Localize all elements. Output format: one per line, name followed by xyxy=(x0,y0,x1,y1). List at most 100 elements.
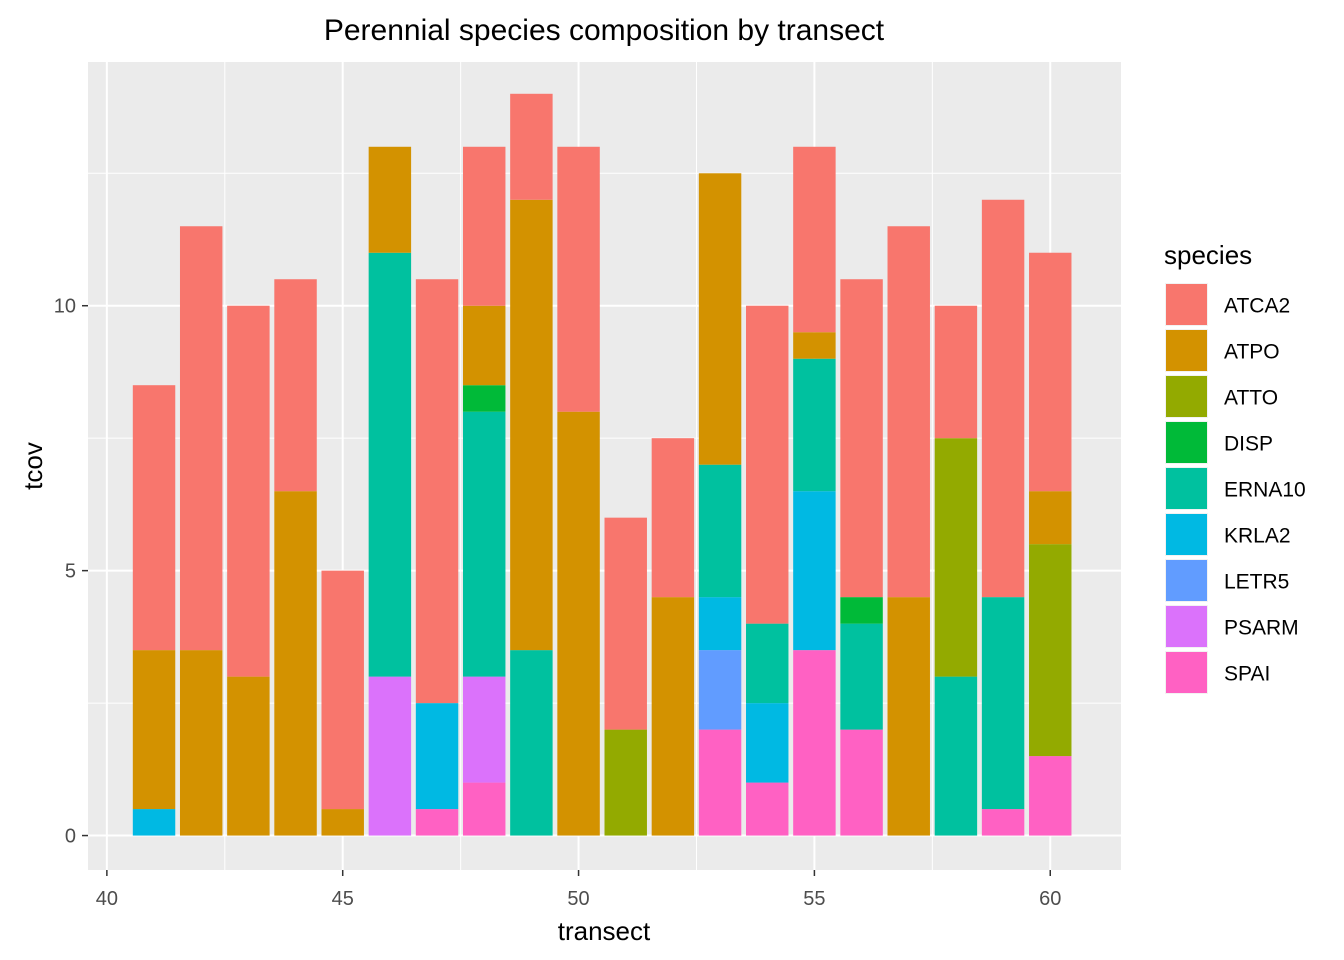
bar-segment-atpo xyxy=(557,411,600,836)
legend-label: ATCA2 xyxy=(1224,295,1290,318)
legend-label: KRLA2 xyxy=(1224,525,1291,548)
legend-swatch xyxy=(1166,376,1207,417)
bar-segment-spai xyxy=(746,782,789,836)
bar-segment-atca2 xyxy=(227,305,270,677)
bar-transect-46 xyxy=(368,146,412,836)
x-tick-label: 50 xyxy=(567,888,589,910)
bar-segment-atpo xyxy=(321,809,364,836)
legend-item-letr5: LETR5 xyxy=(1165,559,1289,602)
x-axis-ticks: 40 45 50 55 60 xyxy=(96,870,1061,910)
x-axis-title: transect xyxy=(558,916,651,946)
bar-segment-atto xyxy=(934,438,978,677)
bar-transect-50 xyxy=(557,146,600,836)
bar-transect-49 xyxy=(510,93,553,836)
legend-swatch xyxy=(1166,284,1207,325)
y-axis-title: tcov xyxy=(18,442,48,490)
legend-swatch xyxy=(1166,606,1207,647)
y-tick-label: 10 xyxy=(54,296,76,318)
bar-segment-atca2 xyxy=(321,570,364,810)
chart-title: Perennial species composition by transec… xyxy=(324,14,885,47)
bar-segment-atca2 xyxy=(793,146,836,333)
x-tick-label: 40 xyxy=(96,888,118,910)
bar-segment-atto xyxy=(1029,544,1072,757)
legend-swatch xyxy=(1166,422,1207,463)
legend-label: PSARM xyxy=(1224,617,1299,640)
x-tick-label: 55 xyxy=(803,888,825,910)
bar-transect-60 xyxy=(1029,252,1072,836)
legend-swatch xyxy=(1166,514,1207,555)
bar-segment-spai xyxy=(793,650,836,836)
bar-transect-47 xyxy=(415,279,459,836)
bar-segment-atpo xyxy=(887,597,930,836)
bar-segment-disp xyxy=(462,385,506,412)
legend-label: ATPO xyxy=(1224,341,1280,364)
bar-transect-53 xyxy=(698,173,742,836)
x-tick-label: 45 xyxy=(332,888,354,910)
bar-segment-letr5 xyxy=(698,650,742,730)
bar-segment-erna10 xyxy=(462,411,506,677)
bar-segment-atpo xyxy=(651,597,695,836)
bar-segment-erna10 xyxy=(793,358,836,492)
bar-transect-55 xyxy=(793,146,836,836)
bar-transect-54 xyxy=(746,305,789,836)
legend-item-spai: SPAI xyxy=(1165,651,1270,694)
bar-transect-48 xyxy=(462,146,506,836)
bar-segment-atpo xyxy=(510,199,553,651)
legend-label: ERNA10 xyxy=(1224,479,1306,502)
bar-transect-51 xyxy=(604,517,647,836)
bar-segment-krla2 xyxy=(415,703,459,810)
legend-label: SPAI xyxy=(1224,663,1270,686)
y-tick-label: 5 xyxy=(65,561,76,583)
bar-segment-erna10 xyxy=(981,597,1025,810)
bar-segment-psarm xyxy=(462,676,506,783)
bar-transect-58 xyxy=(934,305,978,836)
legend-swatch xyxy=(1166,560,1207,601)
bar-segment-spai xyxy=(462,782,506,836)
bar-transect-56 xyxy=(840,279,883,836)
bar-segment-krla2 xyxy=(698,597,742,651)
bar-transect-42 xyxy=(179,226,223,836)
bar-segment-erna10 xyxy=(698,464,742,598)
legend-item-atto: ATTO xyxy=(1165,375,1278,418)
bar-segment-atca2 xyxy=(510,93,553,200)
y-tick-label: 0 xyxy=(65,826,76,848)
bar-segment-spai xyxy=(840,729,883,836)
bar-segment-atca2 xyxy=(934,305,978,439)
bar-segment-atpo xyxy=(1029,491,1072,545)
bar-segment-atca2 xyxy=(981,199,1025,598)
bar-segment-atpo xyxy=(793,332,836,359)
bar-segment-erna10 xyxy=(840,623,883,730)
bar-segment-atpo xyxy=(368,146,412,253)
bar-segment-psarm xyxy=(368,676,412,836)
legend-label: ATTO xyxy=(1224,387,1278,410)
bar-segment-atpo xyxy=(179,650,223,836)
bar-segment-erna10 xyxy=(746,623,789,704)
y-axis-ticks: 0 5 10 xyxy=(54,296,88,848)
bar-segment-atca2 xyxy=(887,226,930,598)
x-tick-label: 60 xyxy=(1039,888,1061,910)
legend-item-psarm: PSARM xyxy=(1165,605,1299,648)
bar-segment-spai xyxy=(981,809,1025,836)
legend-swatch xyxy=(1166,330,1207,371)
bar-segment-atpo xyxy=(132,650,176,810)
legend-swatch xyxy=(1166,468,1207,509)
bar-segment-atca2 xyxy=(415,279,459,704)
legend-item-erna10: ERNA10 xyxy=(1165,467,1306,510)
bar-segment-atca2 xyxy=(1029,252,1072,492)
bar-segment-atca2 xyxy=(604,517,647,730)
bar-transect-43 xyxy=(227,305,270,836)
bar-segment-atpo xyxy=(698,173,742,465)
legend-item-atpo: ATPO xyxy=(1165,329,1280,372)
bar-segment-atca2 xyxy=(274,279,317,492)
bar-segment-atpo xyxy=(227,676,270,836)
legend-swatch xyxy=(1166,652,1207,693)
bar-transect-57 xyxy=(887,226,930,836)
bar-segment-krla2 xyxy=(132,809,176,836)
bar-segment-atca2 xyxy=(557,146,600,412)
bar-segment-atca2 xyxy=(840,279,883,598)
bar-transect-59 xyxy=(981,199,1025,836)
bar-segment-spai xyxy=(415,809,459,836)
bar-transect-41 xyxy=(132,385,176,836)
legend-label: LETR5 xyxy=(1224,571,1289,594)
